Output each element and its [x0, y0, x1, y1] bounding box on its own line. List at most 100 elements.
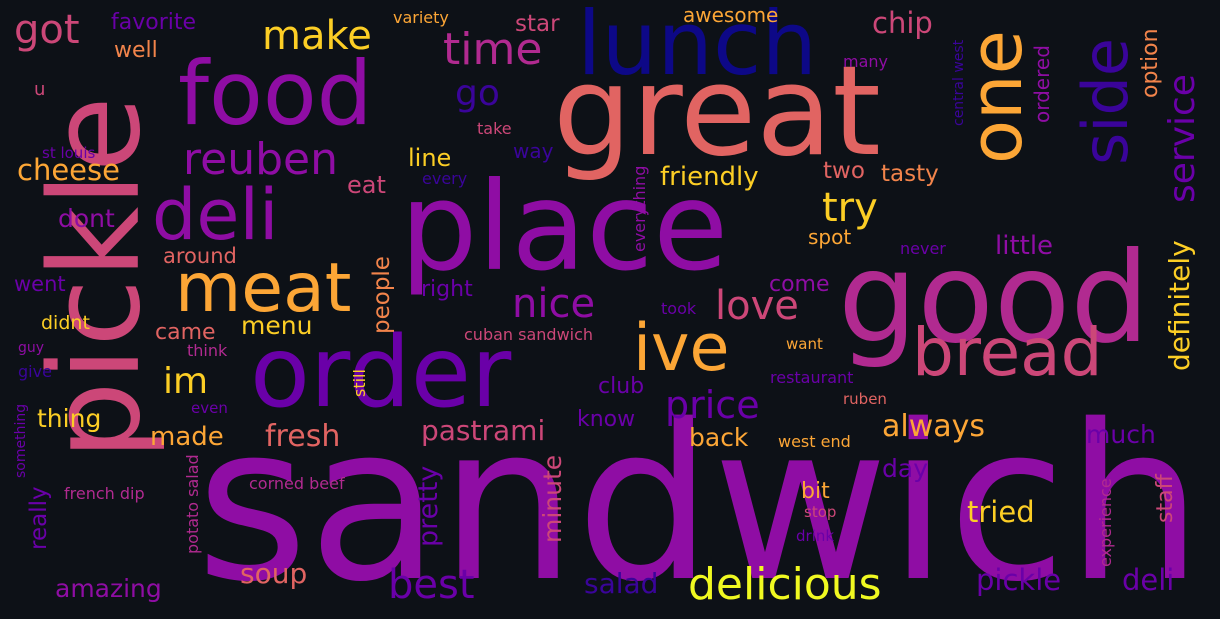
word-friendly: friendly	[660, 162, 759, 192]
word-try: try	[822, 185, 878, 231]
word-central-west: central west	[951, 39, 967, 126]
word-chip: chip	[872, 6, 933, 40]
word-potato-salad: potato salad	[183, 454, 202, 554]
word-restaurant: restaurant	[770, 368, 854, 387]
word-reuben: reuben	[183, 134, 338, 185]
word-pastrami: pastrami	[421, 414, 546, 447]
word-cheese: cheese	[17, 153, 120, 187]
word-tried: tried	[967, 495, 1035, 529]
word-something: something	[13, 403, 29, 478]
word-pretty: pretty	[413, 465, 444, 547]
word-line: line	[408, 144, 452, 172]
word-two: two	[823, 158, 865, 184]
word-place: place	[400, 156, 729, 298]
word-make: make	[262, 13, 372, 59]
word-menu: menu	[241, 311, 313, 340]
word-day: day	[882, 454, 928, 483]
word-best: best	[388, 562, 475, 608]
word-food: food	[178, 42, 373, 145]
word-way: way	[513, 139, 554, 163]
word-time: time	[443, 24, 543, 75]
word-meat: meat	[175, 249, 352, 328]
word-much: much	[1086, 420, 1156, 449]
word-guy: guy	[18, 340, 45, 356]
word-stop: stop	[804, 503, 837, 521]
word-tasty: tasty	[881, 161, 939, 187]
word-didnt: didnt	[41, 312, 90, 334]
word-deli: deli	[1122, 563, 1175, 597]
word-definitely: definitely	[1163, 240, 1196, 371]
word-price: price	[665, 383, 760, 427]
word-really: really	[26, 486, 52, 550]
word-salad: salad	[584, 567, 659, 600]
word-nice: nice	[512, 281, 596, 327]
word-bread: bread	[912, 314, 1103, 391]
word-little: little	[995, 231, 1054, 261]
word-took: took	[661, 299, 697, 318]
word-variety: variety	[393, 8, 449, 27]
word-delicious: delicious	[688, 559, 882, 610]
word-drink: drink	[796, 527, 835, 545]
word-eat: eat	[347, 171, 386, 199]
word-know: know	[577, 407, 636, 432]
word-im: im	[163, 361, 209, 402]
word-back: back	[689, 423, 749, 452]
word-still: still	[350, 369, 369, 397]
word-pickle: pickle	[976, 563, 1062, 597]
word-west-end: west end	[778, 432, 851, 451]
word-club: club	[598, 374, 645, 399]
word-people: people	[369, 256, 395, 334]
word-deli: deli	[152, 174, 279, 256]
word-french-dip: french dip	[64, 484, 145, 503]
word-awesome: awesome	[683, 3, 779, 27]
word-came: came	[155, 320, 216, 345]
word-come: come	[769, 272, 830, 297]
word-dont: dont	[58, 204, 115, 233]
word-favorite: favorite	[111, 10, 197, 35]
word-around: around	[163, 244, 237, 268]
word-star: star	[515, 11, 560, 37]
word-lunch: lunch	[577, 0, 818, 95]
word-st-louis: st louis	[42, 144, 96, 162]
word-one: one	[954, 30, 1038, 164]
word-order: order	[250, 316, 512, 430]
word-take: take	[477, 119, 512, 138]
word-always: always	[882, 409, 986, 444]
word-ordered: ordered	[1030, 45, 1054, 123]
word-corned-beef: corned beef	[249, 474, 345, 493]
word-good: good	[838, 226, 1150, 371]
word-go: go	[455, 73, 500, 114]
word-give: give	[18, 362, 52, 381]
word-ive: ive	[633, 311, 730, 386]
word-u: u	[34, 79, 46, 100]
word-experience: experience	[1096, 478, 1115, 567]
word-side: side	[1069, 37, 1142, 165]
word-bit: bit	[801, 479, 830, 504]
word-fresh: fresh	[265, 419, 341, 454]
word-many: many	[843, 52, 888, 71]
word-option: option	[1138, 28, 1163, 98]
word-think: think	[187, 341, 228, 360]
word-every: every	[422, 169, 468, 188]
word-spot: spot	[808, 225, 852, 249]
word-love: love	[715, 283, 799, 329]
word-made: made	[150, 422, 224, 452]
word-got: got	[14, 7, 80, 53]
word-soup: soup	[240, 557, 308, 590]
word-ruben: ruben	[843, 390, 887, 408]
word-right: right	[421, 277, 473, 302]
word-never: never	[900, 239, 946, 258]
word-minute: minute	[538, 454, 567, 543]
word-went: went	[14, 272, 66, 296]
word-staff: staff	[1153, 474, 1178, 523]
word-sandwich: sandwich	[196, 378, 1203, 619]
word-even: even	[191, 399, 228, 417]
word-well: well	[114, 38, 158, 63]
word-thing: thing	[37, 404, 102, 433]
word-everything: everything	[630, 165, 649, 252]
word-cuban-sandwich: cuban sandwich	[464, 325, 594, 344]
word-amazing: amazing	[55, 574, 162, 603]
word-want: want	[786, 335, 823, 353]
word-great: great	[553, 40, 881, 184]
